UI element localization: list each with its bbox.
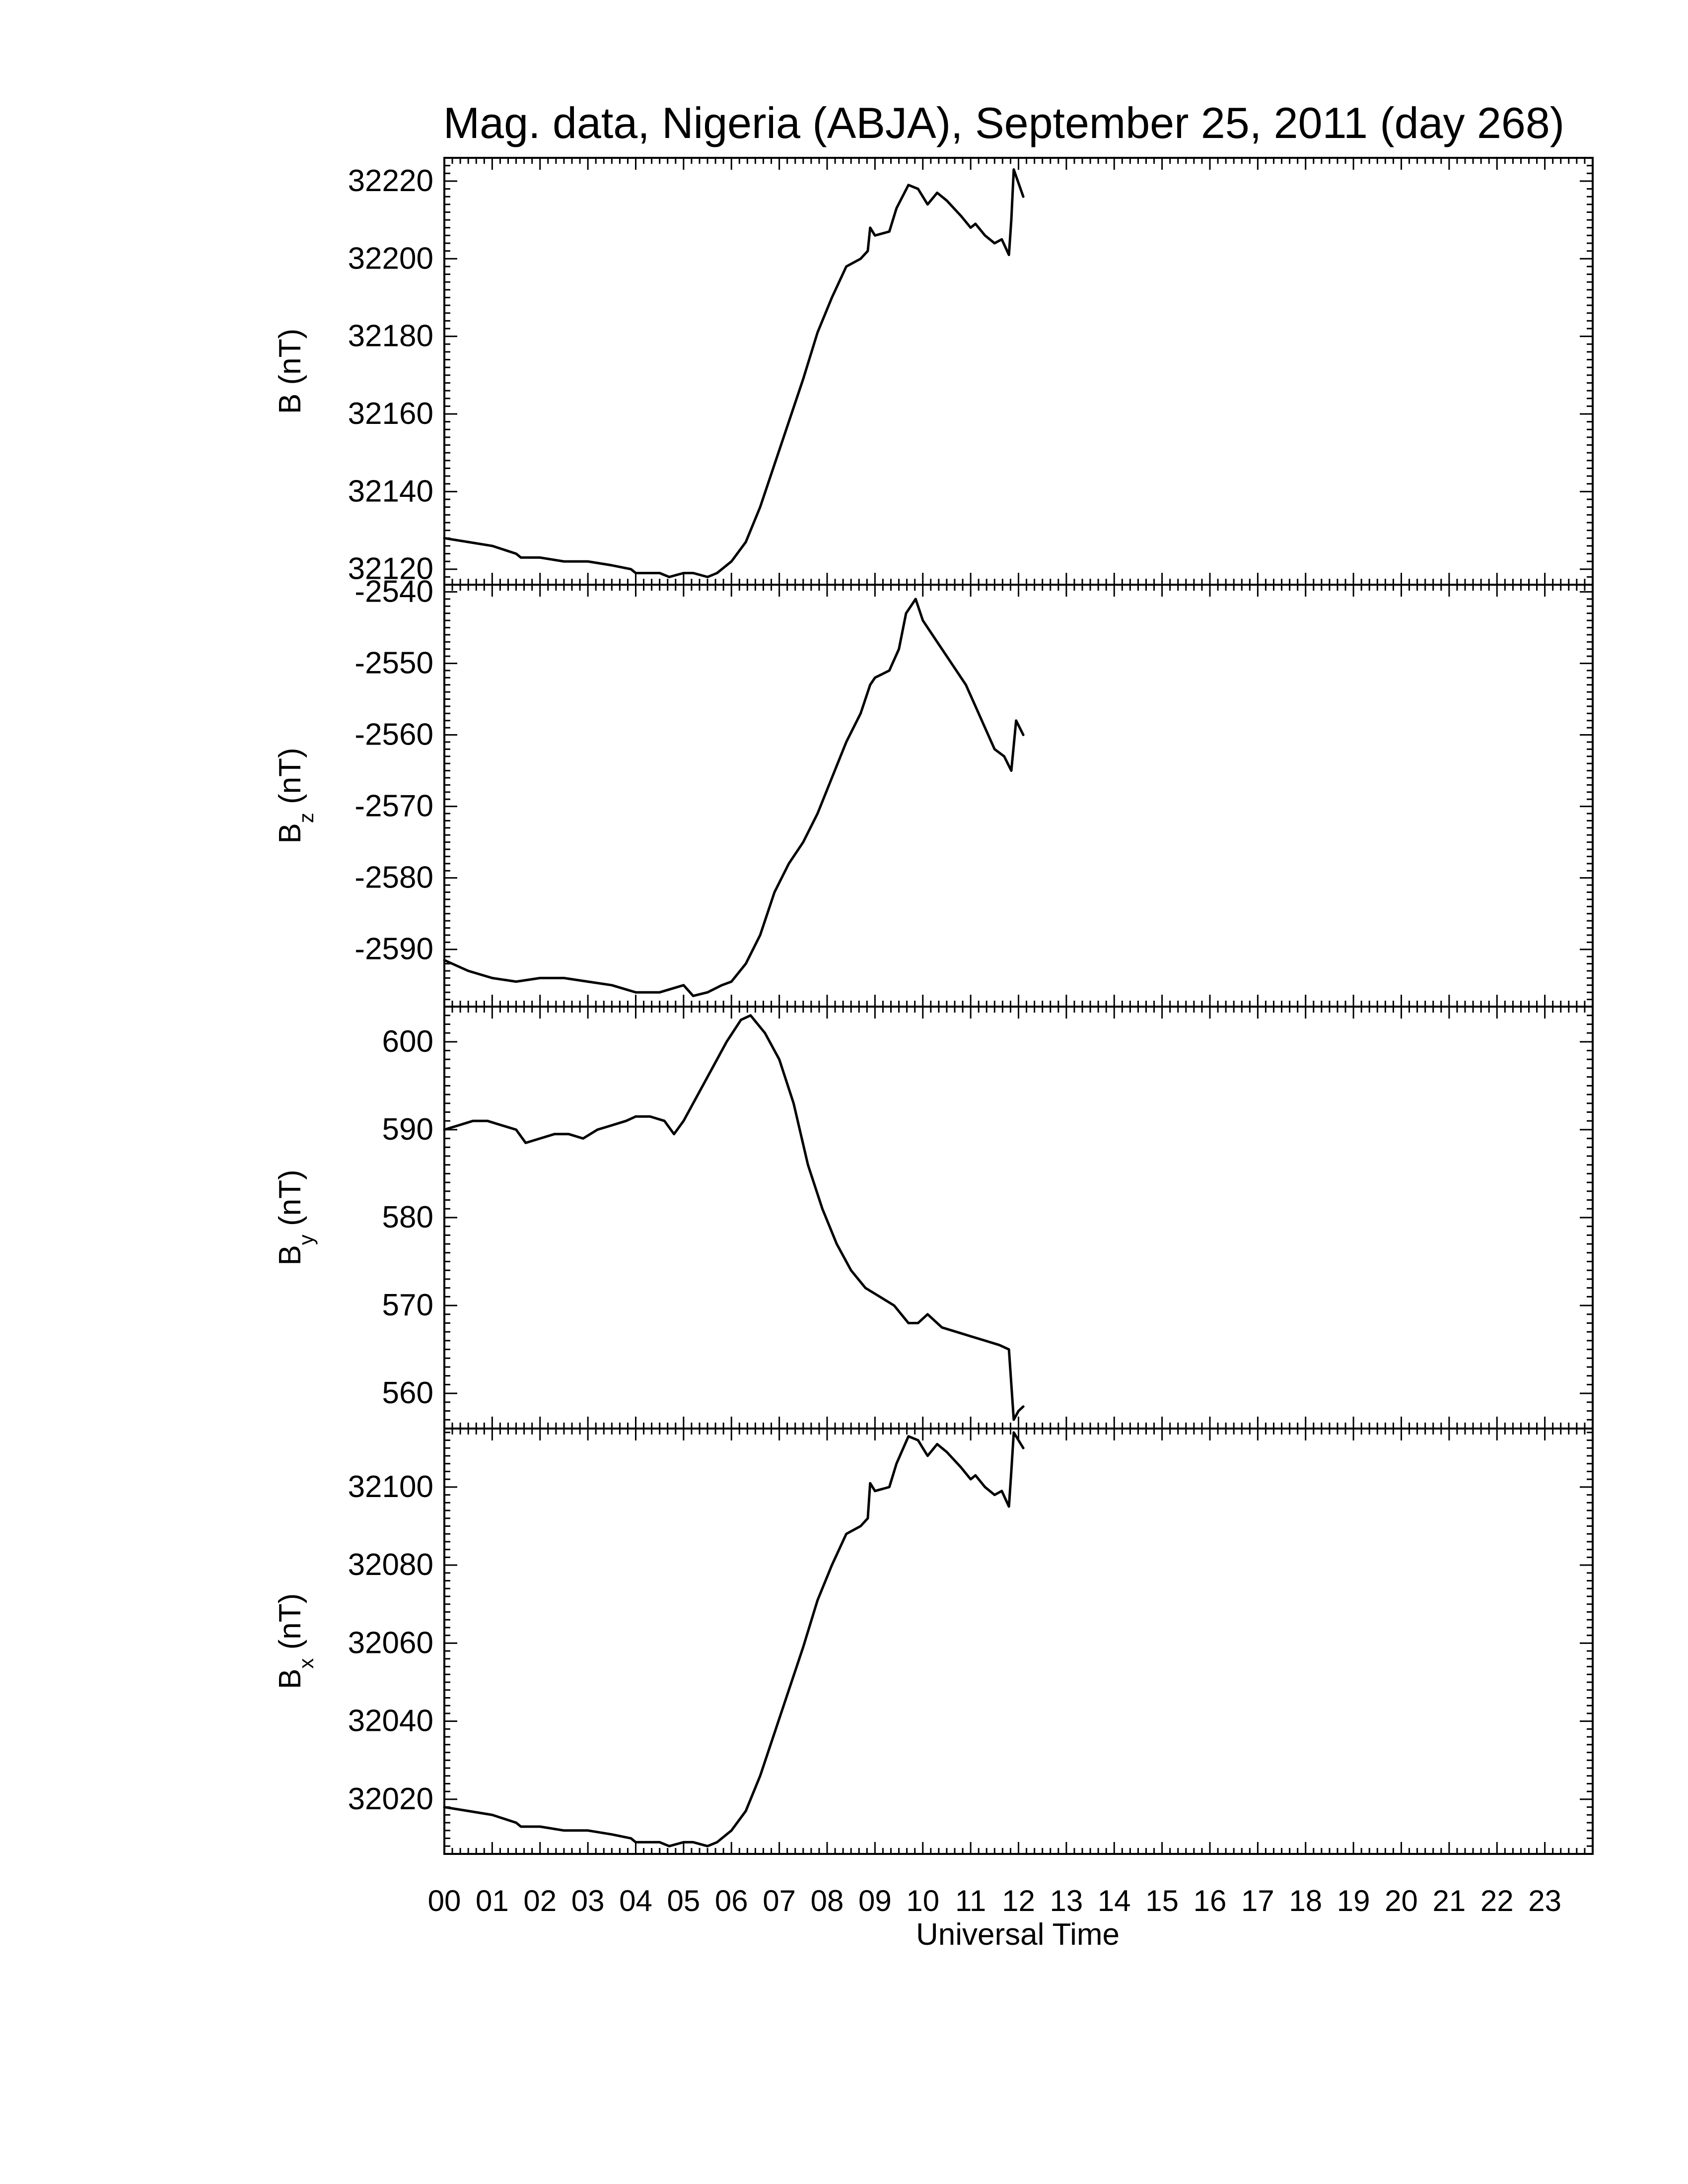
y-tick-label: 590	[382, 1112, 433, 1147]
y-axis-label: Bz (nT)	[273, 748, 318, 843]
y-tick-label: 32100	[348, 1470, 433, 1504]
y-tick-label: 32120	[348, 552, 433, 586]
panel-2: -2590 -2580 -2570 -2560 -2550 -2540 Bz (nT)	[273, 574, 1594, 1008]
series-line-4	[443, 1431, 1025, 1847]
y-axis-label: Bx (nT)	[273, 1593, 318, 1689]
panel-frame	[443, 584, 1594, 1008]
x-tick-label: 12	[1002, 1884, 1035, 1917]
x-tick-label: 06	[715, 1884, 748, 1917]
x-tick-label: 07	[763, 1884, 796, 1917]
y-tick-label: 570	[382, 1288, 433, 1322]
y-tick-label: -2560	[354, 718, 433, 752]
panel-frame	[443, 1428, 1594, 1855]
x-tick-label: 00	[428, 1884, 461, 1917]
x-tick-label: 22	[1480, 1884, 1514, 1917]
x-tick-labels: 00 01 02 03 04 05 06 07 08 09 10 11 12 13 14 15 16 17 18 19…	[428, 1884, 1561, 1917]
panel-4: 32020 32040 32060 32080 32100 Bx (nT)	[273, 1428, 1594, 1855]
chart-title: Mag. data, Nigeria (ABJA), September 25,…	[443, 98, 1564, 147]
y-tick-label: -2550	[354, 646, 433, 680]
x-tick-label: 01	[476, 1884, 509, 1917]
x-tick-label: 08	[811, 1884, 844, 1917]
x-tick-label: 16	[1194, 1884, 1227, 1917]
x-tick-label: 11	[955, 1884, 986, 1917]
panels: 32120 32140 32160 32180 32200 32220 B (nT) -259…	[273, 157, 1594, 1855]
y-tick-label: 32200	[348, 241, 433, 275]
y-axis-label: By (nT)	[273, 1169, 318, 1265]
x-axis-label: Universal Time	[916, 1917, 1120, 1952]
x-tick-label: 10	[906, 1884, 939, 1917]
panel-frame	[443, 157, 1594, 586]
y-tick-label: 32160	[348, 397, 433, 431]
y-tick-label: 32140	[348, 474, 433, 508]
series-line-3	[443, 1014, 1025, 1421]
y-tick-label: -2580	[354, 861, 433, 895]
x-tick-label: 14	[1098, 1884, 1131, 1917]
y-tick-label: -2570	[354, 789, 433, 823]
x-tick-label: 04	[619, 1884, 652, 1917]
y-tick-label: 32020	[348, 1782, 433, 1816]
x-tick-label: 19	[1337, 1884, 1370, 1917]
y-tick-label: 32180	[348, 319, 433, 353]
x-tick-label: 23	[1528, 1884, 1561, 1917]
x-tick-label: 15	[1145, 1884, 1179, 1917]
y-tick-label: 600	[382, 1024, 433, 1059]
panel-frame	[443, 1006, 1594, 1430]
x-tick-label: 02	[523, 1884, 557, 1917]
y-axis-label: B (nT)	[273, 329, 307, 414]
x-tick-label: 18	[1289, 1884, 1322, 1917]
y-tick-label: 560	[382, 1376, 433, 1410]
x-tick-label: 20	[1385, 1884, 1418, 1917]
y-tick-label: 32060	[348, 1626, 433, 1660]
y-tick-label: 32080	[348, 1548, 433, 1582]
x-tick-label: 03	[571, 1884, 605, 1917]
y-tick-label: 32040	[348, 1704, 433, 1738]
x-tick-label: 17	[1241, 1884, 1274, 1917]
y-tick-label: 32220	[348, 164, 433, 198]
x-tick-label: 13	[1050, 1884, 1083, 1917]
panel-3: 560 570 580 590 600 By (nT)	[273, 1006, 1594, 1430]
panel-1: 32120 32140 32160 32180 32200 32220 B (nT)	[273, 157, 1594, 586]
x-tick-label: 05	[667, 1884, 701, 1917]
x-tick-label: 21	[1433, 1884, 1466, 1917]
y-tick-label: -2540	[354, 574, 433, 609]
y-tick-label: -2590	[354, 932, 433, 966]
series-line-1	[443, 168, 1025, 578]
series-line-2	[443, 598, 1025, 997]
x-tick-label: 09	[858, 1884, 892, 1917]
y-tick-label: 580	[382, 1200, 433, 1234]
